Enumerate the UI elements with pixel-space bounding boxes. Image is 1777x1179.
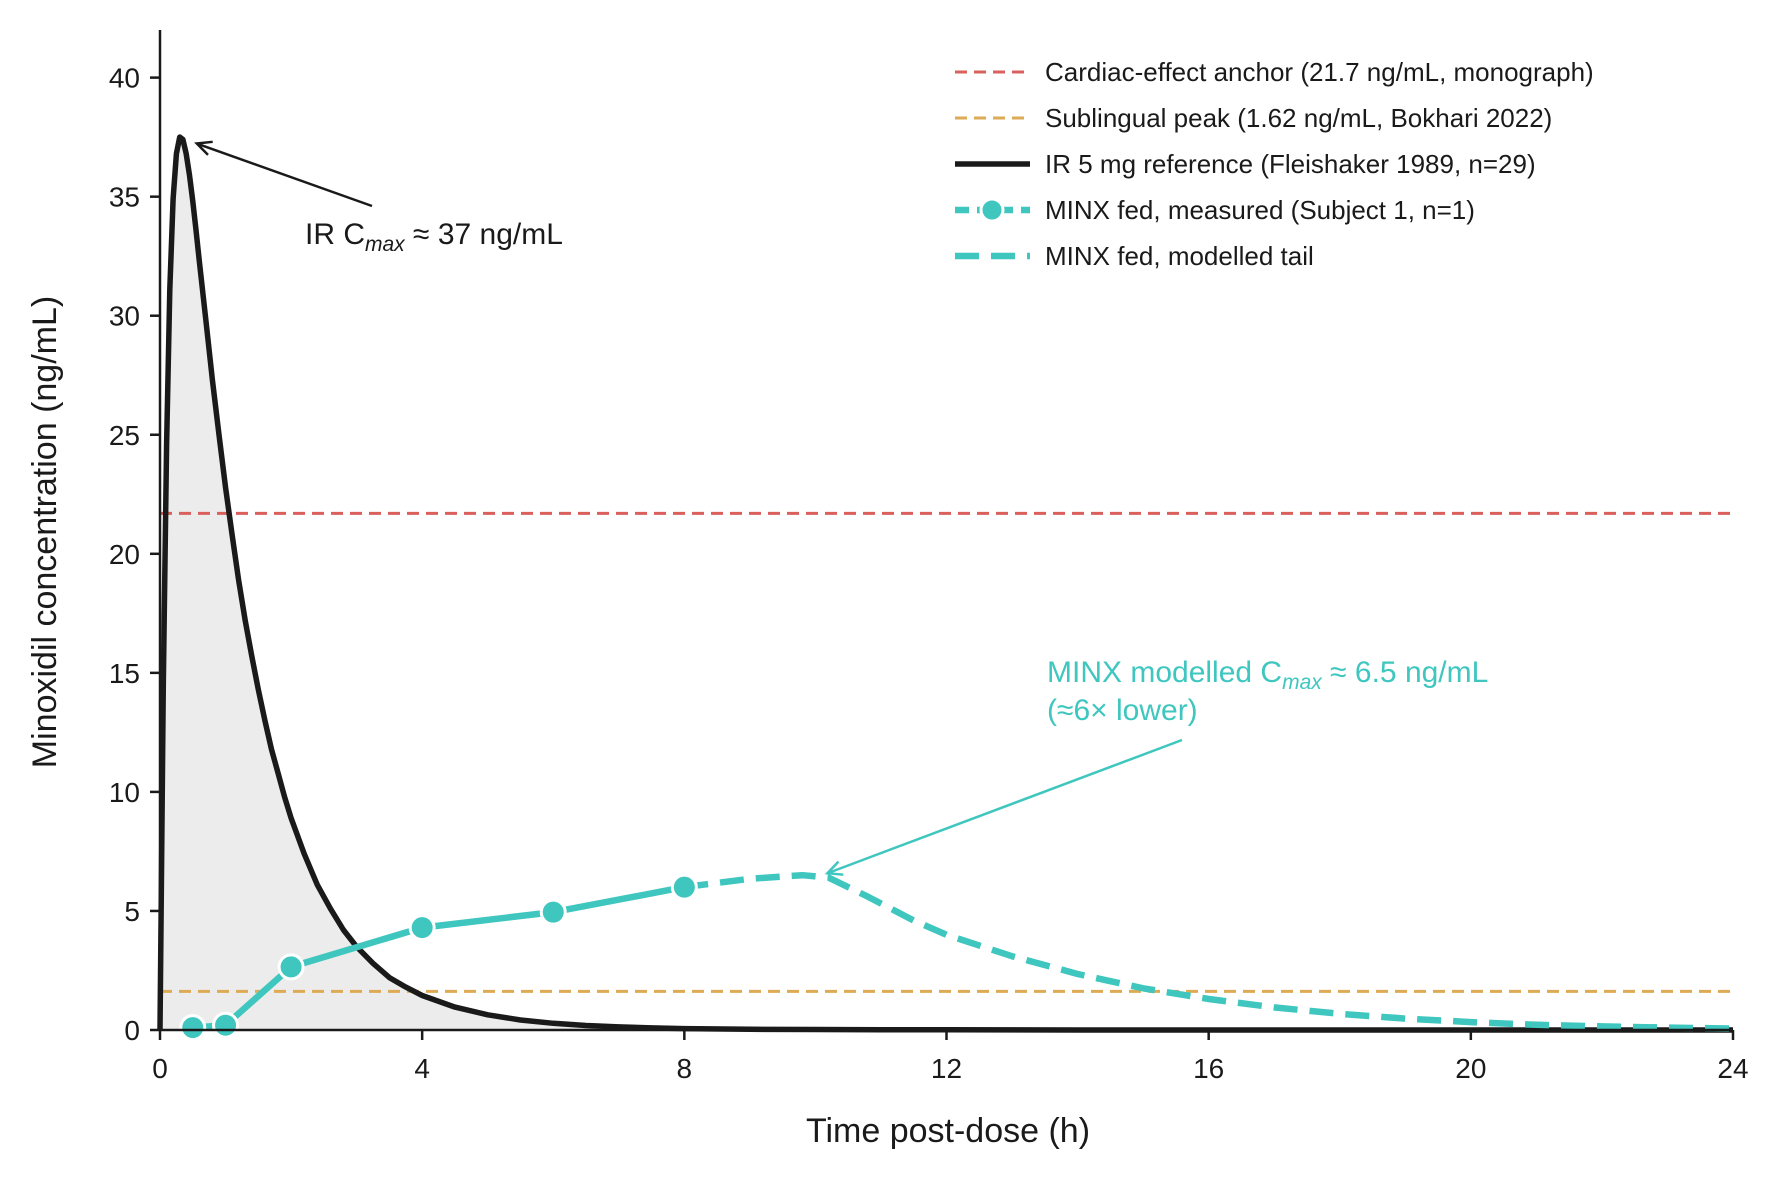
y-axis-ticks: 0 5 10 15 20 25 30 35 40 [109,63,160,1046]
annotations: IR Cmax ≈ 37 ng/mL MINX modelled Cmax ≈ … [194,140,1488,876]
minx-modelled-tail-line [683,871,1734,1032]
minx-measured-point [539,898,567,926]
y-tick-label: 15 [109,658,140,689]
minx-cmax-arrowhead [824,860,844,876]
x-tick-label: 8 [677,1053,693,1084]
y-tick-label: 40 [109,63,140,94]
legend-marker-minx-measured [979,197,1005,223]
axes: 0 4 8 12 16 20 24 0 5 10 15 20 25 30 35 40 Time post-d… [26,30,1749,1150]
minx-cmax-label: MINX modelled Cmax ≈ 6.5 ng/mL [1047,656,1488,694]
x-axis-title: Time post-dose (h) [806,1112,1090,1150]
minx-measured-point [179,1014,207,1042]
minx-cmax-label-line2: (≈6× lower) [1047,694,1198,727]
x-tick-label: 20 [1455,1053,1486,1084]
minx-measured-points [179,873,698,1042]
legend-item-minx-measured: MINX fed, measured (Subject 1, n=1) [955,195,1475,225]
minx-cmax-arrow [826,738,1183,875]
minx-measured-point [212,1011,240,1039]
legend-item-cardiac: Cardiac-effect anchor (21.7 ng/mL, monog… [955,57,1594,87]
x-tick-label: 4 [414,1053,430,1084]
plot-area [157,134,1734,1042]
y-tick-label: 35 [109,182,140,213]
ir-cmax-arrowhead [194,140,213,156]
minx-measured-point [670,873,698,901]
legend-label-cardiac: Cardiac-effect anchor (21.7 ng/mL, monog… [1045,57,1594,87]
y-tick-label: 10 [109,777,140,808]
x-tick-label: 16 [1193,1053,1224,1084]
x-tick-label: 12 [931,1053,962,1084]
legend-item-minx-tail: MINX fed, modelled tail [955,241,1314,271]
y-tick-label: 0 [124,1015,140,1046]
legend-label-minx-measured: MINX fed, measured (Subject 1, n=1) [1045,195,1475,225]
ir-area-fill [160,137,1733,1031]
ir-reference-curve [157,134,1733,1033]
legend-label-ir: IR 5 mg reference (Fleishaker 1989, n=29… [1045,149,1536,179]
legend-item-sublingual: Sublingual peak (1.62 ng/mL, Bokhari 202… [955,103,1552,133]
ir-cmax-label: IR Cmax ≈ 37 ng/mL [305,218,563,256]
y-tick-label: 25 [109,420,140,451]
y-axis-title: Minoxidil concentration (ng/mL) [26,296,64,768]
y-tick-label: 5 [124,896,140,927]
minx-measured-point [408,914,436,942]
x-axis-ticks: 0 4 8 12 16 20 24 [152,1030,1749,1084]
x-tick-label: 24 [1717,1053,1748,1084]
x-tick-label: 0 [152,1053,168,1084]
y-tick-label: 30 [109,301,140,332]
y-tick-label: 20 [109,539,140,570]
legend: Cardiac-effect anchor (21.7 ng/mL, monog… [955,57,1594,271]
minx-measured-point [277,953,305,981]
legend-label-minx-tail: MINX fed, modelled tail [1045,241,1314,271]
legend-item-ir: IR 5 mg reference (Fleishaker 1989, n=29… [955,149,1536,179]
legend-label-sublingual: Sublingual peak (1.62 ng/mL, Bokhari 202… [1045,103,1552,133]
ir-cmax-arrow [196,142,373,208]
